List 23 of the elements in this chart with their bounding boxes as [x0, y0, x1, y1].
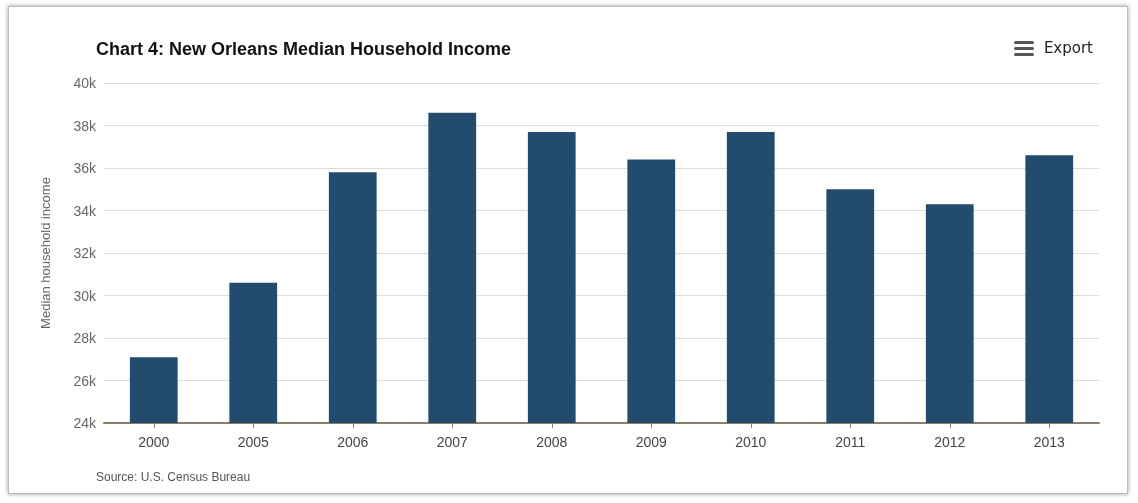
x-tick-label: 2012: [934, 434, 966, 450]
chart-title: Chart 4: New Orleans Median Household Income: [96, 39, 512, 59]
export-button[interactable]: Export: [1013, 39, 1093, 57]
x-tick-label: 2013: [1033, 434, 1066, 450]
x-tick-label: 2010: [735, 434, 767, 450]
y-axis-title: Median household income: [38, 177, 53, 329]
y-tick-label: 38k: [73, 117, 97, 134]
y-tick-label: 28k: [73, 330, 97, 346]
x-tick-label: 2006: [337, 434, 369, 450]
y-tick-label: 34k: [73, 202, 97, 219]
y-tick-label: 40k: [73, 75, 97, 91]
y-tick-label: 36k: [73, 160, 97, 176]
x-tick-label: 2009: [635, 434, 668, 450]
x-tick-label: 2011: [835, 434, 866, 450]
x-tick-label: 2008: [536, 434, 568, 450]
x-tick-label: 2007: [436, 434, 469, 450]
x-tick-label: 2005: [237, 434, 270, 450]
y-tick-label: 30k: [73, 287, 97, 304]
source-note: Source: U.S. Census Bureau: [96, 470, 251, 484]
y-tick-label: 24k: [73, 415, 97, 431]
y-tick-label: 32k: [73, 245, 97, 261]
x-tick-label: 2000: [138, 434, 170, 450]
y-tick-label: 26k: [73, 372, 97, 389]
